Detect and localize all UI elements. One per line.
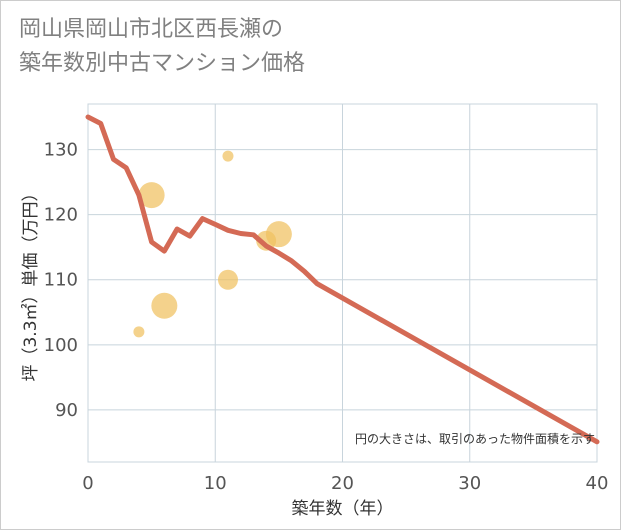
bubble-point [133,326,145,338]
bubble-point [222,150,234,162]
chart-title: 岡山県岡山市北区西長瀬の 築年数別中古マンション価格 [19,13,305,81]
bubble-point [217,269,238,290]
x-tick-label: 10 [204,473,227,494]
y-tick-label: 130 [44,140,78,161]
title-line-1: 岡山県岡山市北区西長瀬の [19,17,284,42]
y-tick-label: 90 [55,400,78,421]
x-axis-label: 築年数（年） [292,499,394,519]
plot-border [87,103,598,463]
y-tick-label: 100 [44,335,78,356]
tick-layer: 0 10 20 30 40 90 100 110 120 130 [44,140,609,494]
x-tick-label: 0 [82,473,93,494]
x-tick-label: 20 [331,473,354,494]
x-tick-label: 30 [458,473,481,494]
y-tick-label: 120 [44,205,78,226]
bubble-point [265,221,292,248]
y-tick-label: 110 [44,270,78,291]
x-tick-label: 40 [586,473,609,494]
y-axis-label: 坪（3.3㎡）単価（万円） [21,184,41,381]
bubble-size-note: 円の大きさは、取引のあった物件面積を示す [355,431,595,446]
bubble-point [138,182,165,209]
grid-layer [87,104,598,462]
title-line-2: 築年数別中古マンション価格 [19,51,306,76]
bubble-point [151,292,178,319]
trend-line [85,114,600,445]
bubble-layer [133,150,292,338]
